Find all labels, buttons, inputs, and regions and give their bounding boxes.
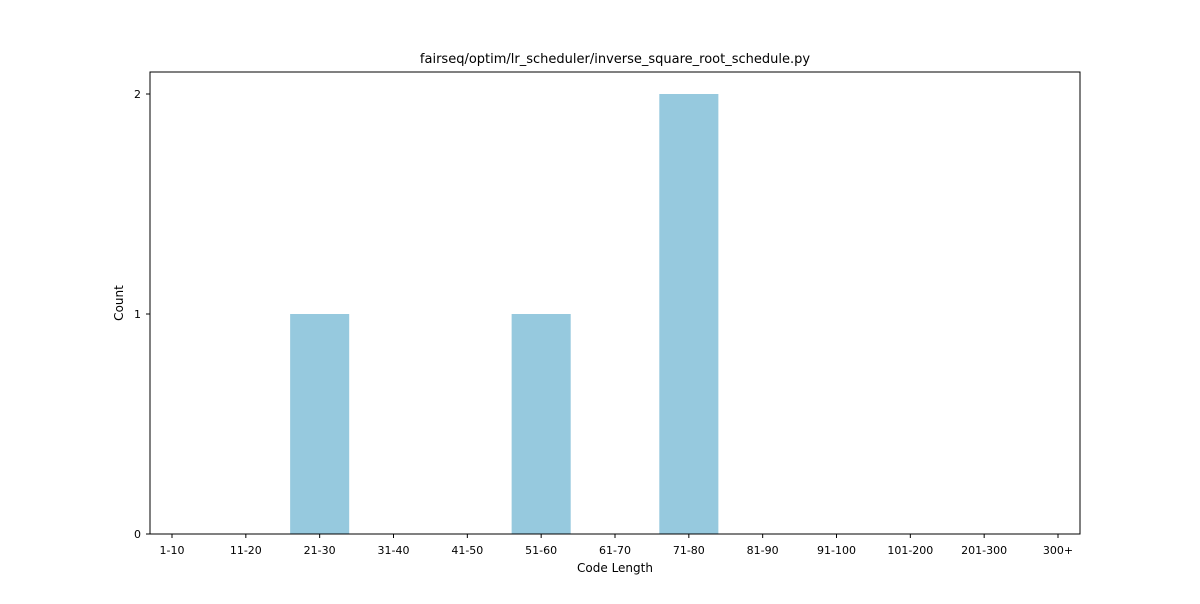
- x-tick-label: 31-40: [378, 544, 410, 557]
- bars-layer: [290, 94, 719, 534]
- bar-71-80: [659, 94, 719, 534]
- x-tick-label: 21-30: [304, 544, 336, 557]
- x-axis-label: Code Length: [577, 561, 653, 575]
- y-tick-label: 2: [134, 88, 141, 101]
- x-ticks-layer: 1-10 11-20 21-30 31-40 41-50 51-60 61-70 71-80 8…: [160, 534, 1073, 557]
- x-tick-label: 71-80: [673, 544, 705, 557]
- plot-frame: [149, 71, 1081, 535]
- y-tick-label: 1: [134, 308, 141, 321]
- y-axis-label: Count: [112, 285, 126, 321]
- y-tick-label: 0: [134, 528, 141, 541]
- plot-area: [150, 72, 1080, 534]
- x-tick-label: 61-70: [599, 544, 631, 557]
- bar-21-30: [290, 314, 350, 534]
- x-tick-label: 300+: [1043, 544, 1073, 557]
- x-tick-label: 1-10: [160, 544, 185, 557]
- x-tick-label: 41-50: [451, 544, 483, 557]
- x-tick-label: 51-60: [525, 544, 557, 557]
- chart-title: fairseq/optim/lr_scheduler/inverse_squar…: [420, 52, 810, 67]
- x-tick-label: 81-90: [747, 544, 779, 557]
- x-tick-label: 101-200: [887, 544, 933, 557]
- y-ticks-layer: 0 1 2: [134, 88, 150, 541]
- x-tick-label: 201-300: [961, 544, 1007, 557]
- x-tick-label: 11-20: [230, 544, 262, 557]
- x-tick-label: 91-100: [817, 544, 856, 557]
- bar-51-60: [511, 314, 571, 534]
